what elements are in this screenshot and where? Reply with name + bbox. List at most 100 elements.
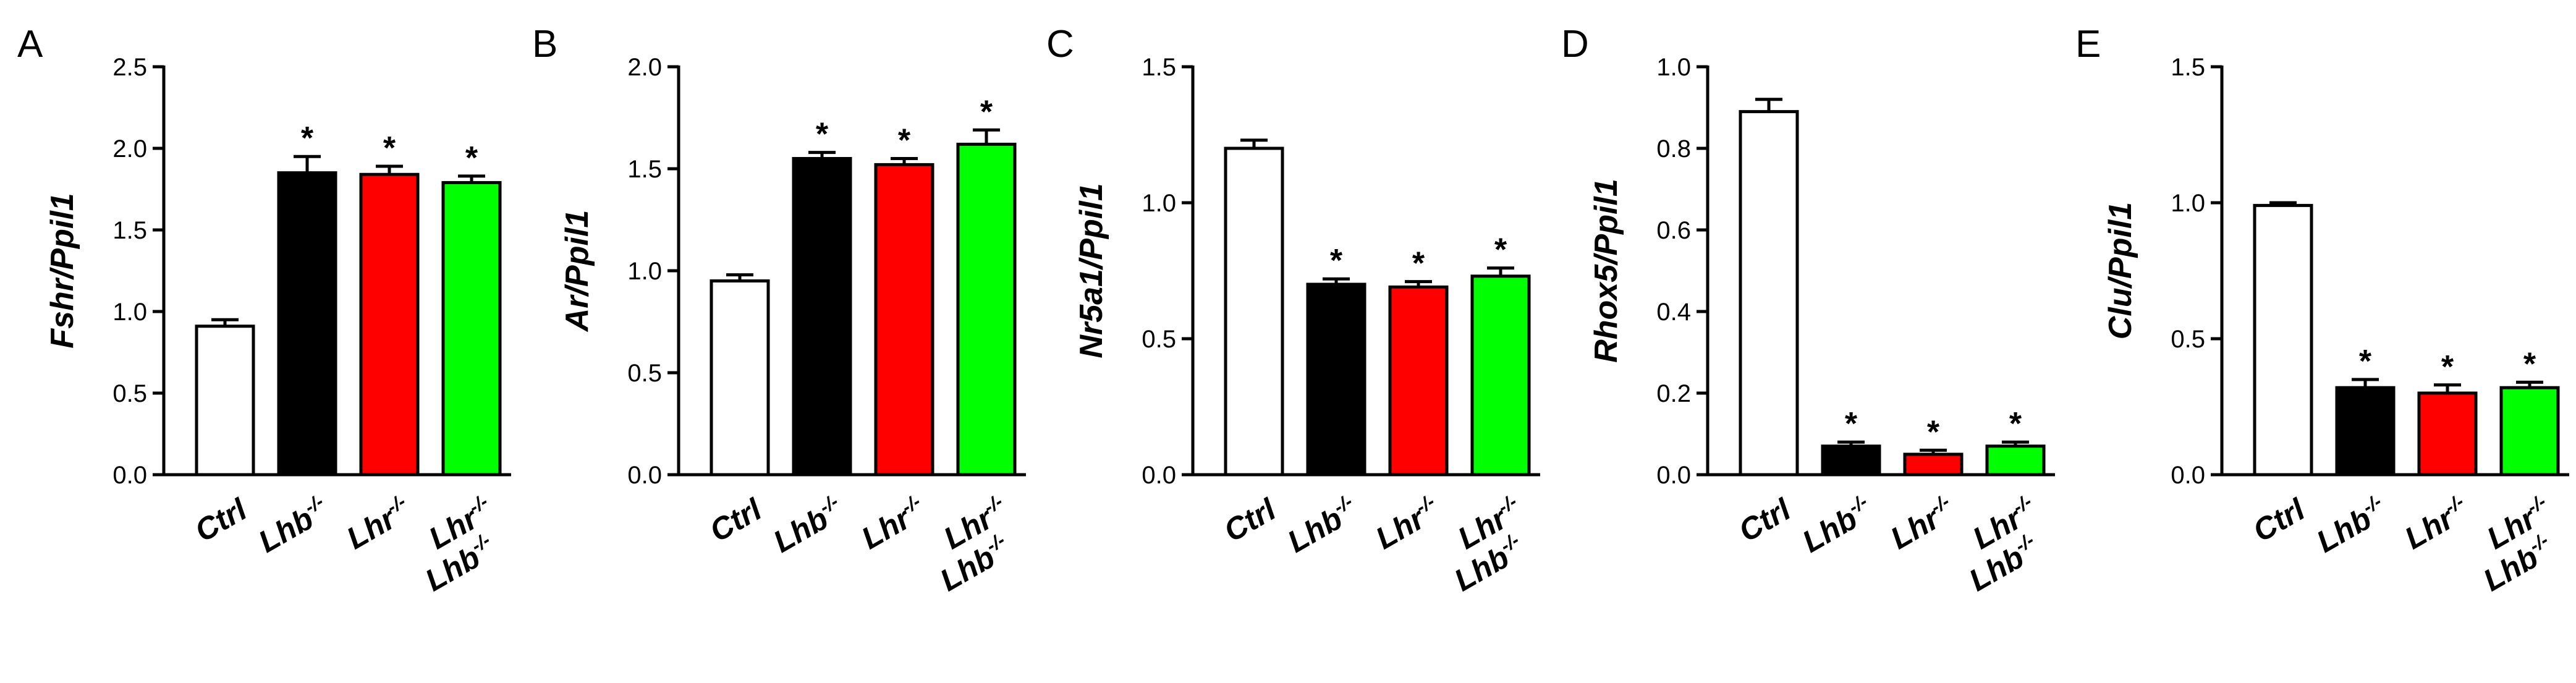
y-axis-title: Fshr/Ppil1: [44, 193, 80, 348]
category-label-text: Ctrl: [704, 491, 768, 548]
y-axis-title: Ar/Ppil1: [559, 210, 595, 333]
category-label-text: Lhb-/-: [252, 490, 334, 559]
label-text: Ctrl: [1733, 491, 1797, 548]
category-label-text: Lhr-/-: [1884, 490, 1961, 556]
category-label-text: Lhr-/-: [340, 490, 417, 556]
bar-lhr: [874, 163, 934, 477]
y-tick-label: 2.0: [112, 135, 147, 163]
category-label-lhb: Lhb-/-: [1281, 490, 1363, 559]
category-label-text: Lhb-/-: [1795, 490, 1878, 559]
y-tick-label: 1.5: [2171, 54, 2205, 81]
significance-star: *: [1494, 232, 1507, 268]
category-label-lhr: Lhr-/-: [1884, 490, 1961, 556]
category-label-lhb: Lhb-/-: [252, 490, 334, 559]
significance-star: *: [898, 123, 911, 159]
category-label-ctrl: Ctrl: [1733, 491, 1797, 548]
label-text: Ctrl: [189, 491, 253, 548]
y-tick-label: 0.4: [1656, 299, 1691, 326]
panel-b: B 0.0 0.5 1.0 1.5 2.0 Ar/Ppil1 Ctrl * Lhb-/- * Lhr-…: [532, 23, 1026, 598]
y-tick-label: 1.0: [2171, 190, 2205, 217]
y-tick-label: 0.5: [2171, 326, 2205, 353]
bar-lhr: [1903, 452, 1964, 477]
category-label-text: Lhb-/-: [1281, 490, 1363, 559]
category-label-lhb: Lhb-/-: [1795, 490, 1878, 559]
y-tick-label: 0.0: [2171, 462, 2205, 489]
category-label-text: Ctrl: [189, 491, 253, 548]
y-tick-label: 0.5: [112, 380, 147, 407]
bar-double: [441, 180, 502, 477]
panel-c: C 0.0 0.5 1.0 1.5 Nr5a1/Ppil1 Ctrl * Lhb-/- * Lhr-…: [1046, 23, 1540, 598]
bar-lhr: [1388, 285, 1449, 477]
significance-star: *: [2009, 406, 2022, 442]
y-axis-title: Rhox5/Ppil1: [1588, 179, 1624, 363]
panel-letter: E: [2075, 23, 2101, 66]
y-tick-label: 1.5: [1142, 54, 1176, 81]
category-label-text: Lhr-/-: [855, 490, 932, 556]
bar-double: [1470, 274, 1531, 477]
bar-ctrl: [1224, 146, 1284, 477]
panel-e: E 0.0 0.5 1.0 1.5 Clu/Ppil1 Ctrl * Lhb-/- * Lhr-/-…: [2075, 23, 2569, 598]
bar-ctrl: [1739, 110, 1799, 477]
y-tick-label: 1.0: [1142, 190, 1176, 217]
y-tick-label: 1.0: [112, 299, 147, 326]
category-label-text: Lhb-/-: [2310, 490, 2392, 559]
panel-letter: A: [17, 23, 43, 66]
category-label-text: Lhr-/-: [1369, 490, 1446, 556]
category-label-ctrl: Ctrl: [189, 491, 253, 548]
significance-star: *: [2523, 346, 2536, 382]
category-label-ctrl: Ctrl: [1218, 491, 1282, 548]
y-tick-label: 0.6: [1656, 217, 1691, 244]
category-label-double: Lhr-/-Lhb-/-: [2478, 490, 2553, 598]
panel-a: A 0.0 0.5 1.0 1.5 2.0 2.5 Fshr/Ppil1 Ctrl * Lhb-/-…: [17, 23, 511, 598]
bar-ctrl: [195, 325, 255, 477]
significance-star: *: [2359, 344, 2372, 380]
category-label-text: Ctrl: [2247, 491, 2311, 548]
significance-star: *: [383, 130, 396, 166]
category-label-lhr: Lhr-/-: [1369, 490, 1446, 556]
category-label-double: Lhr-/-Lhb-/-: [420, 490, 494, 598]
significance-star: *: [816, 117, 829, 153]
y-tick-label: 0.0: [1142, 462, 1176, 489]
panel-letter: C: [1046, 23, 1074, 66]
y-tick-label: 0.0: [112, 462, 147, 489]
panel-letter: B: [532, 23, 557, 66]
bar-lhr: [2417, 391, 2478, 477]
category-label-ctrl: Ctrl: [2247, 491, 2311, 548]
significance-star: *: [980, 94, 993, 130]
category-label-double: Lhr-/-Lhb-/-: [934, 490, 1009, 598]
label-text: Ctrl: [2247, 491, 2311, 548]
category-label-text: Ctrl: [1218, 491, 1282, 548]
y-tick-label: 0.2: [1656, 380, 1691, 407]
bar-lhb: [1306, 282, 1366, 477]
label-text: Ctrl: [704, 491, 768, 548]
category-label-lhr: Lhr-/-: [340, 490, 417, 556]
category-label-lhr: Lhr-/-: [2398, 490, 2475, 556]
significance-star: *: [465, 140, 478, 176]
panel-letter: D: [1561, 23, 1589, 66]
bar-ctrl: [710, 279, 770, 477]
category-label-text: Ctrl: [1733, 491, 1797, 548]
category-label-lhb: Lhb-/-: [2310, 490, 2392, 559]
category-label-double: Lhr-/-Lhb-/-: [1964, 490, 2038, 598]
y-tick-label: 1.0: [1656, 54, 1691, 81]
bar-ctrl: [2253, 203, 2313, 477]
significance-star: *: [301, 121, 314, 156]
bar-lhr: [359, 172, 420, 477]
bar-lhb: [792, 157, 852, 477]
bar-lhb: [2335, 386, 2396, 477]
category-label-ctrl: Ctrl: [704, 491, 768, 548]
label-text: Ctrl: [1218, 491, 1282, 548]
panel-d: D 0.0 0.2 0.4 0.6 0.8 1.0 Rhox5/Ppil1 Ctrl * Lhb-/…: [1561, 23, 2055, 598]
y-tick-label: 0.5: [627, 360, 662, 387]
category-label-lhr: Lhr-/-: [855, 490, 932, 556]
category-label-text: Lhr-/-: [2398, 490, 2475, 556]
significance-star: *: [1412, 246, 1425, 282]
significance-star: *: [1927, 414, 1940, 450]
y-tick-label: 1.5: [627, 156, 662, 183]
significance-star: *: [2441, 349, 2454, 385]
y-tick-label: 2.0: [627, 54, 662, 81]
bar-double: [2499, 386, 2560, 477]
y-tick-label: 0.0: [627, 462, 662, 489]
y-axis-title: Nr5a1/Ppil1: [1074, 183, 1109, 358]
